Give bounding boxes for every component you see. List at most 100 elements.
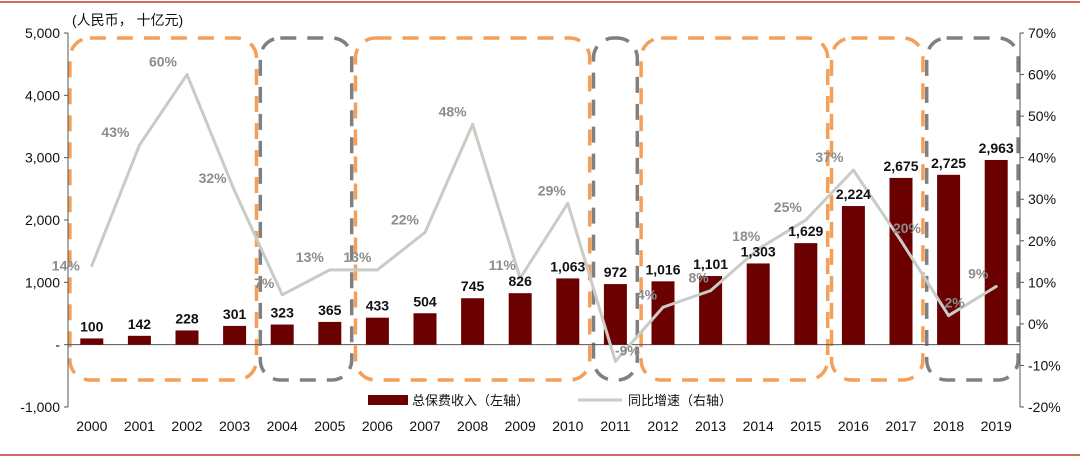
right-axis-tick-label: 0% [1028, 316, 1048, 332]
bar-2014 [746, 263, 770, 345]
highlight-box-2018-2019 [924, 36, 1020, 382]
bar-value-label: 433 [366, 298, 390, 314]
right-axis-tick-label: -20% [1028, 399, 1061, 415]
highlight-box-2004-2005 [258, 36, 354, 382]
bar-value-label: 2,224 [836, 186, 871, 202]
bar-value-label: 323 [271, 305, 295, 321]
left-axis-tick-label: -1,000 [20, 399, 60, 415]
growth-value-label: 48% [439, 103, 468, 119]
growth-value-label: 22% [391, 211, 420, 227]
growth-point-2018 [947, 314, 951, 318]
growth-value-label: 2% [944, 295, 965, 311]
legend-swatch-premium [368, 395, 408, 405]
growth-point-2005 [328, 268, 332, 272]
growth-value-label: 43% [101, 124, 130, 140]
x-axis-tick-label: 2004 [267, 418, 298, 434]
left-axis-tick-label: 3,000 [25, 150, 60, 166]
growth-point-2007 [423, 230, 427, 234]
growth-value-label: 11% [489, 257, 517, 273]
bar-2013 [699, 276, 723, 345]
x-axis-tick-label: 2009 [505, 418, 536, 434]
left-axis-tick-label: 1,000 [25, 274, 60, 290]
bar-value-label: 826 [509, 273, 533, 289]
bar-2003 [223, 325, 247, 345]
bar-value-label: 2,725 [931, 155, 966, 171]
bar-2017 [889, 177, 913, 345]
bar-2016 [841, 206, 865, 345]
right-axis-tick-label: 50% [1028, 108, 1056, 124]
bar-2018 [937, 174, 961, 345]
growth-point-2019 [994, 284, 998, 288]
unit-label: (人民币， 十亿元) [72, 12, 183, 28]
bar-2009 [508, 293, 532, 345]
bar-2012 [651, 281, 675, 345]
growth-point-2017 [899, 239, 903, 243]
right-axis-tick-label: 30% [1028, 191, 1056, 207]
bar-value-label: 745 [461, 278, 485, 294]
growth-point-2003 [233, 189, 237, 193]
growth-point-2013 [709, 289, 713, 293]
growth-value-label: 7% [254, 275, 275, 291]
growth-value-label: 37% [815, 149, 844, 165]
legend-label-premium: 总保费收入（左轴） [412, 393, 529, 408]
bar-2008 [461, 298, 485, 345]
x-axis-tick-label: 2006 [362, 418, 393, 434]
x-axis-tick-label: 2007 [409, 418, 440, 434]
x-axis-tick-label: 2012 [647, 418, 678, 434]
bar-value-label: 1,063 [550, 258, 585, 274]
growth-line [90, 73, 997, 363]
highlight-boxes [68, 36, 1020, 382]
highlight-box-2016-2017 [829, 36, 925, 382]
growth-point-2004 [280, 293, 284, 297]
growth-value-label: 18% [732, 228, 761, 244]
x-axis-tick-label: 2017 [885, 418, 916, 434]
growth-value-label: 25% [774, 199, 803, 215]
highlight-box-2011-2011 [591, 36, 640, 382]
x-axis-tick-label: 2000 [76, 418, 107, 434]
x-axis-tick-label: 2008 [457, 418, 488, 434]
growth-value-label: 4% [637, 286, 658, 302]
bar-value-label: 1,629 [788, 223, 823, 239]
x-axis-tick-label: 2013 [695, 418, 726, 434]
growth-value-label: 60% [149, 54, 178, 70]
x-axis-tick-label: 2015 [790, 418, 821, 434]
x-axis-tick-label: 2005 [314, 418, 345, 434]
bar-2005 [318, 321, 342, 345]
bar-2010 [556, 278, 580, 345]
growth-point-2000 [90, 264, 94, 268]
growth-point-2002 [185, 73, 189, 77]
bar-value-label: 972 [604, 264, 628, 280]
bar-series [80, 159, 1008, 345]
line-series [90, 73, 998, 363]
right-axis-tick-label: 40% [1028, 150, 1056, 166]
right-axis-tick-label: 70% [1028, 25, 1056, 41]
bar-2000 [80, 338, 104, 345]
bar-value-label: 1,303 [741, 243, 776, 259]
bar-2019 [984, 159, 1008, 345]
bar-2002 [175, 330, 199, 345]
x-axis-tick-label: 2018 [933, 418, 964, 434]
right-axis-tick-label: 60% [1028, 67, 1056, 83]
x-axis-tick-label: 2014 [743, 418, 774, 434]
x-axis-tick-label: 2001 [124, 418, 155, 434]
highlight-box-2000-2003 [68, 36, 259, 382]
bar-value-label: 1,101 [693, 256, 728, 272]
x-axis-tick-label: 2003 [219, 418, 250, 434]
growth-value-label: 20% [893, 220, 922, 236]
x-axis-tick-label: 2019 [981, 418, 1012, 434]
growth-value-label: 13% [296, 249, 325, 265]
growth-point-2011 [613, 359, 617, 363]
bar-2004 [270, 324, 294, 345]
bar-value-label: 2,675 [883, 158, 918, 174]
bar-value-label: 365 [318, 302, 342, 318]
x-axis-tick-label: 2002 [171, 418, 202, 434]
bar-2006 [365, 317, 389, 345]
legend: 总保费收入（左轴） 同比增速（右轴） [368, 393, 732, 408]
growth-point-2016 [851, 168, 855, 172]
growth-value-label: -9% [615, 342, 640, 358]
left-axis-tick-label: - [55, 337, 60, 353]
left-axis-tick-label: 4,000 [25, 87, 60, 103]
growth-value-label: 32% [199, 170, 228, 186]
bar-2001 [127, 335, 151, 345]
